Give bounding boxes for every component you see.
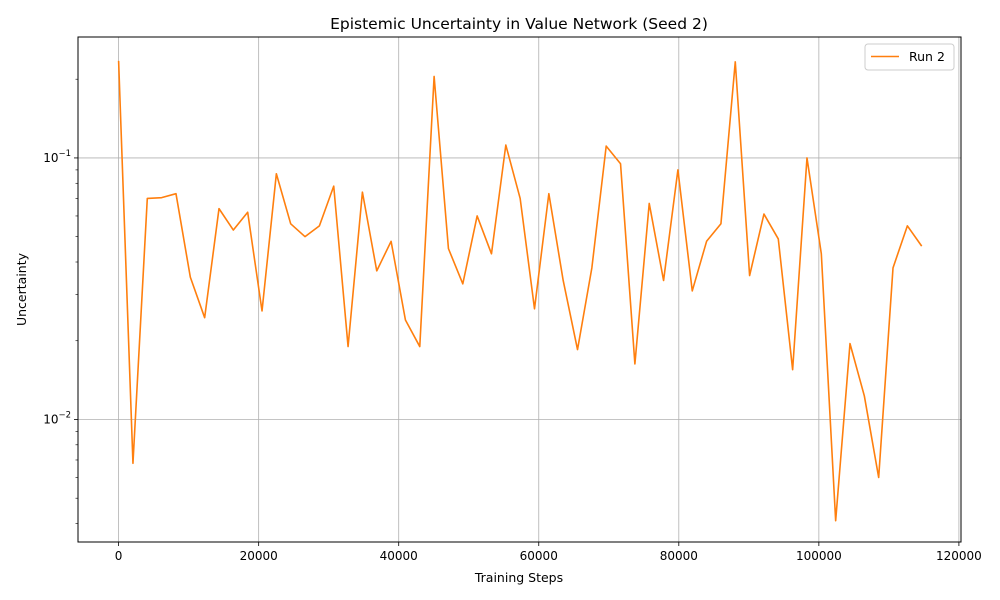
- x-axis-label: Training Steps: [474, 570, 563, 585]
- x-tick-label: 100000: [796, 549, 842, 563]
- chart-title: Epistemic Uncertainty in Value Network (…: [330, 15, 708, 33]
- legend: Run 2: [864, 43, 955, 71]
- series-line: [117, 60, 923, 522]
- y-tick-label: 10−1: [43, 149, 71, 165]
- plot-frame: [77, 36, 962, 543]
- y-tick-label: 10−2: [43, 410, 71, 426]
- legend-box: [864, 43, 955, 71]
- y-axis-label: Uncertainty: [14, 252, 29, 326]
- legend-label: Run 2: [909, 49, 945, 64]
- x-tick-label: 0: [115, 549, 123, 563]
- x-tick-label: 80000: [660, 549, 698, 563]
- grid: [78, 37, 961, 542]
- x-axis: 0 20000 40000 60000 80000 100000 120000: [115, 542, 982, 563]
- series-layer: [117, 60, 923, 522]
- y-axis: 10−2 10−1: [43, 78, 78, 524]
- x-tick-label: 60000: [520, 549, 558, 563]
- x-tick-label: 20000: [240, 549, 278, 563]
- x-tick-label: 120000: [936, 549, 982, 563]
- x-tick-label: 40000: [380, 549, 418, 563]
